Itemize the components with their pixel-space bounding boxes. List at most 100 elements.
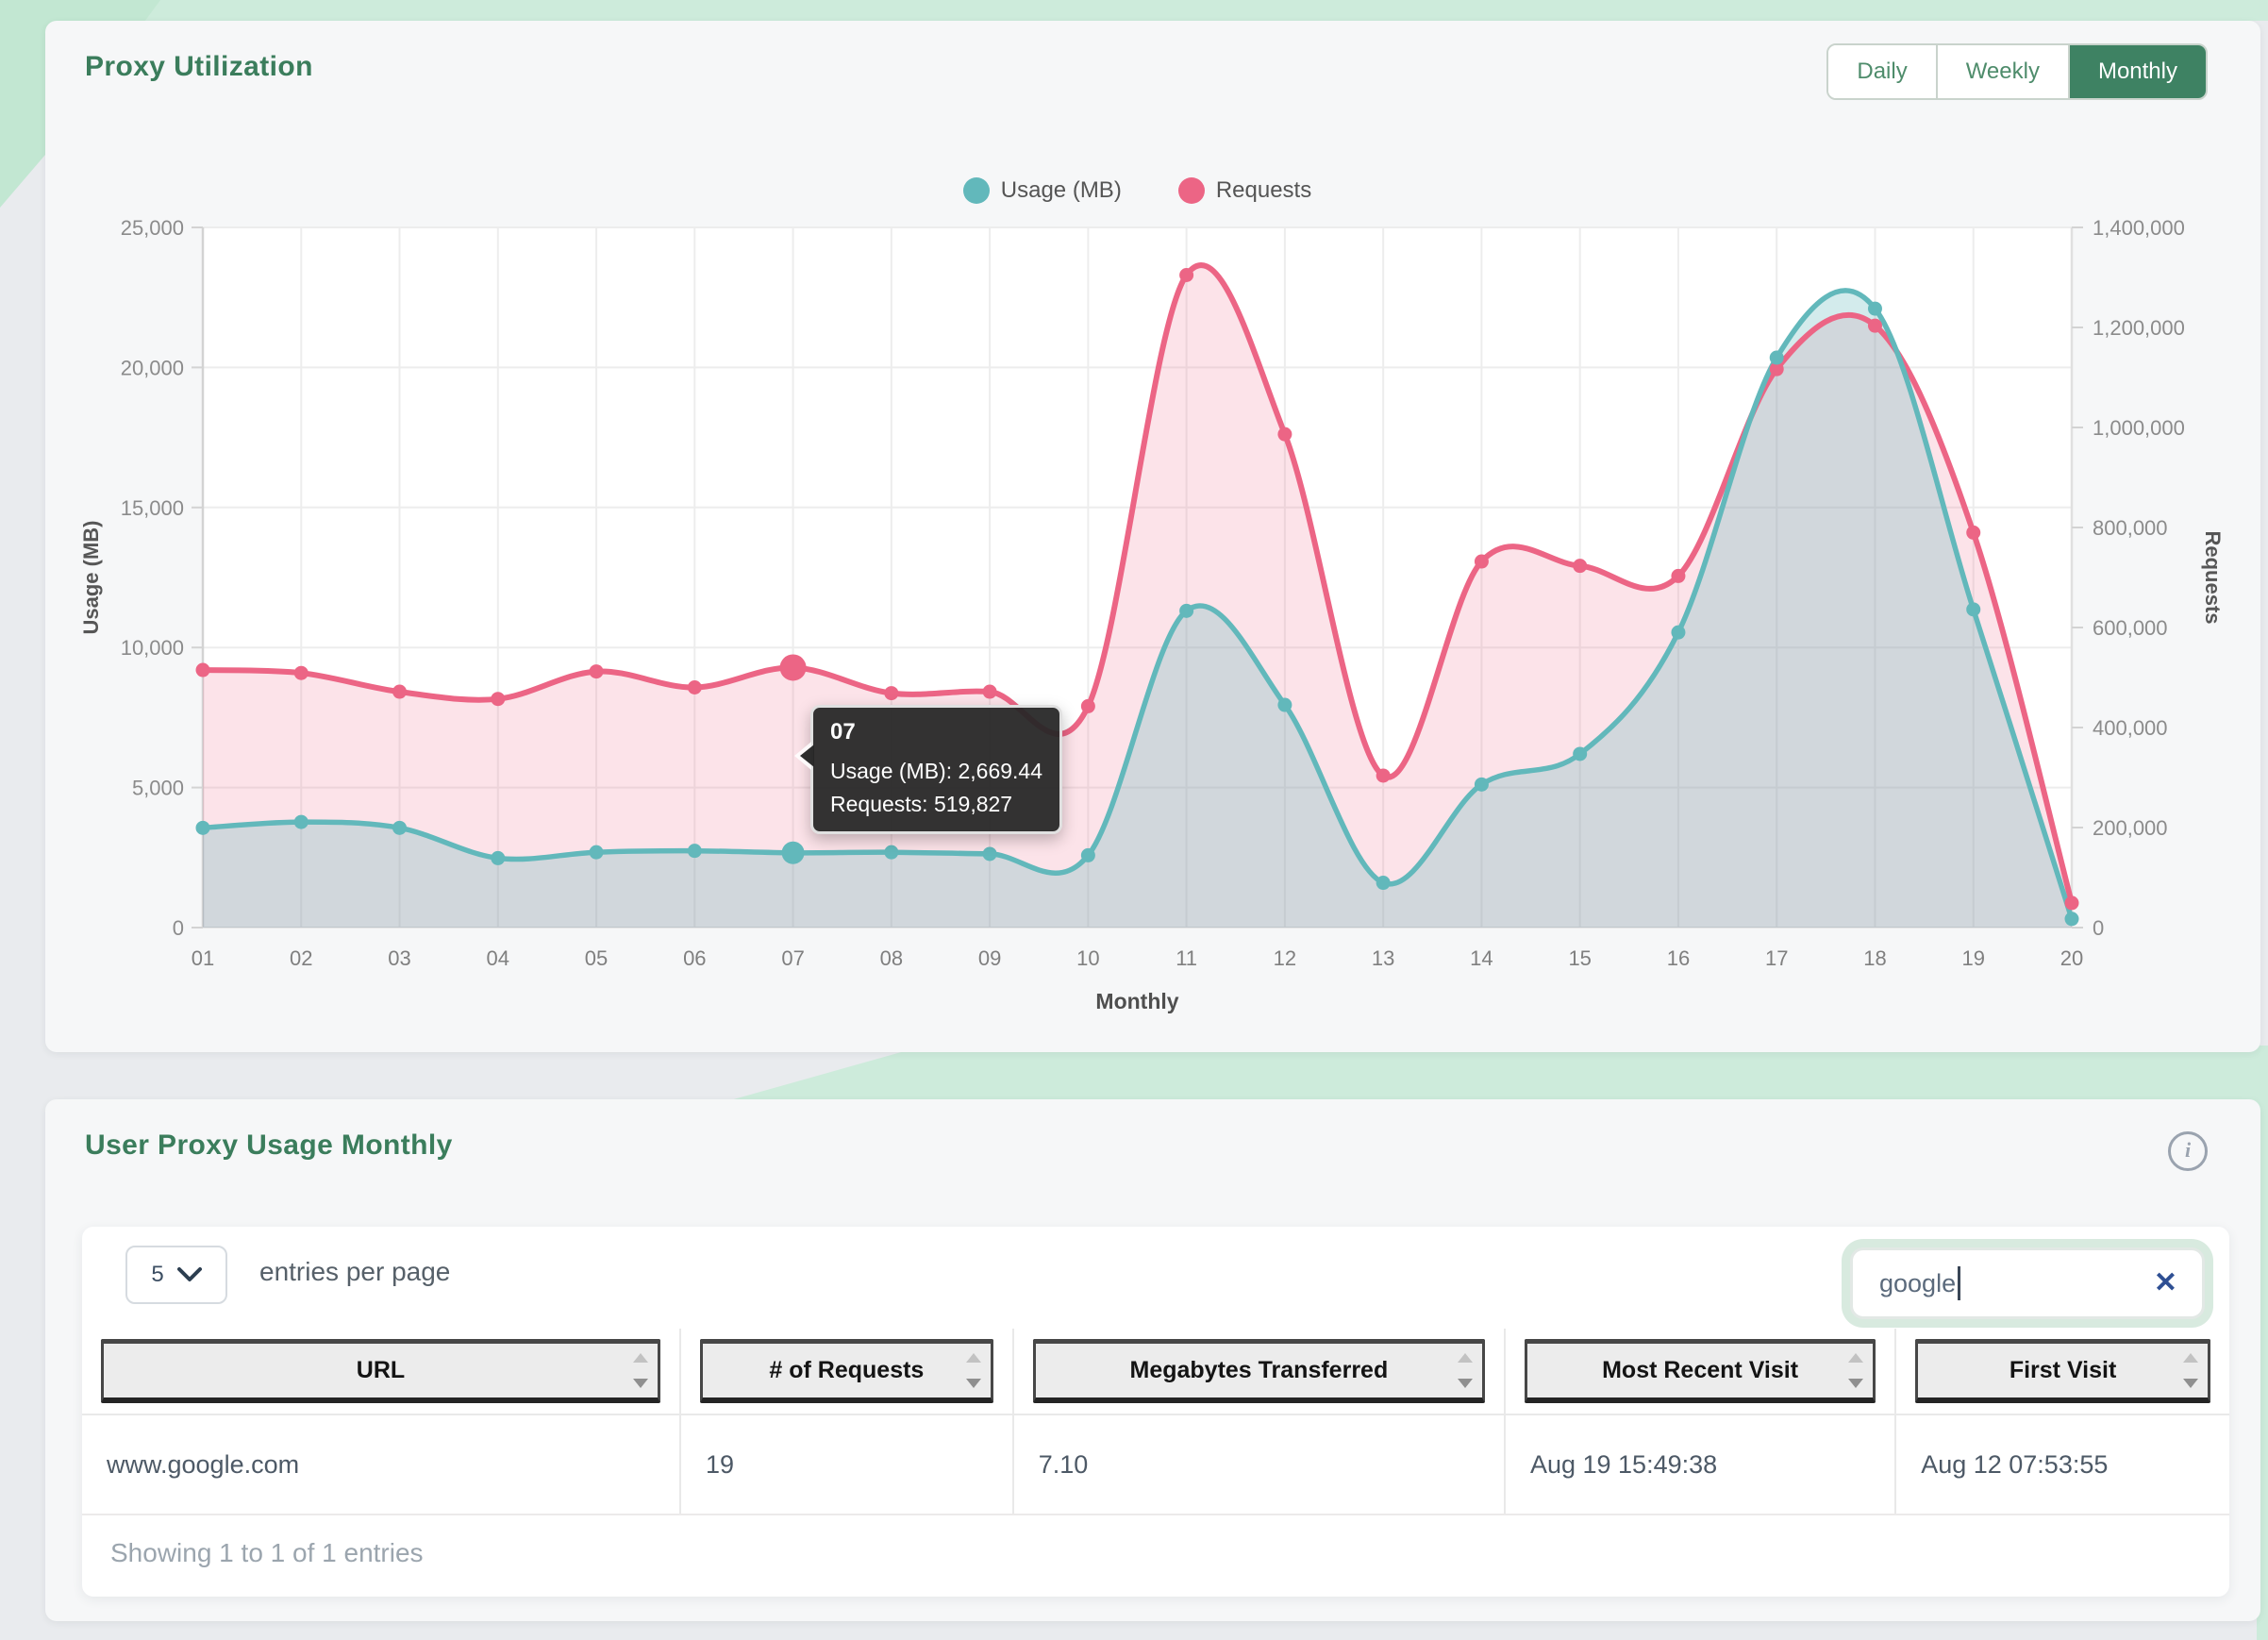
left-axis-tick-label: 5,000 <box>132 777 184 800</box>
usage-data-point[interactable] <box>1277 698 1292 712</box>
usage-data-point[interactable] <box>1966 602 1980 616</box>
usage-data-point[interactable] <box>590 845 604 860</box>
right-axis-tick-label: 0 <box>2093 916 2104 940</box>
usage-data-point[interactable] <box>1770 351 1784 365</box>
usage-data-point[interactable] <box>1376 876 1391 890</box>
usage-data-point[interactable] <box>1081 848 1095 862</box>
usage-data-point[interactable] <box>1573 746 1587 761</box>
requests-data-point[interactable] <box>2065 895 2079 910</box>
right-axis-tick-label: 400,000 <box>2093 716 2168 740</box>
right-axis-tick-label: 200,000 <box>2093 816 2168 840</box>
user-proxy-usage-card: User Proxy Usage Monthly i 5 entries per… <box>45 1099 2260 1621</box>
sort-descending-icon <box>1458 1379 1473 1388</box>
legend-item-usage[interactable]: Usage (MB) <box>963 177 1122 204</box>
requests-data-point[interactable] <box>1277 427 1292 442</box>
requests-data-point[interactable] <box>1966 526 1980 540</box>
usage-card-title: User Proxy Usage Monthly <box>85 1130 453 1162</box>
x-axis-tick-label: 17 <box>1765 946 1788 970</box>
left-axis-tick-label: 25,000 <box>121 216 184 240</box>
x-axis-title: Monthly <box>1095 989 1178 1013</box>
sort-descending-icon <box>2183 1379 2198 1388</box>
proxy-utilization-chart[interactable]: 25,000 20,000 15,000 10,000 5,000 0 1,400,000 1… <box>45 21 2260 1052</box>
requests-data-point[interactable] <box>1081 699 1095 713</box>
left-axis-tick-label: 10,000 <box>121 636 184 660</box>
x-axis-tick-label: 07 <box>781 946 804 970</box>
entries-select-value: 5 <box>151 1262 163 1288</box>
x-axis-tick-label: 20 <box>2060 946 2083 970</box>
usage-data-point[interactable] <box>782 842 805 864</box>
requests-data-point[interactable] <box>1475 555 1489 569</box>
usage-data-point[interactable] <box>1179 604 1193 618</box>
table-panel: 5 entries per page google ✕ URL # of Requ… <box>82 1227 2229 1597</box>
requests-data-point[interactable] <box>884 686 898 700</box>
x-axis-tick-label: 15 <box>1568 946 1591 970</box>
right-axis-tick-label: 1,200,000 <box>2093 316 2185 340</box>
requests-data-point[interactable] <box>392 685 407 699</box>
sort-button-first-visit[interactable]: First Visit <box>1915 1339 2210 1403</box>
usage-data-point[interactable] <box>1671 626 1685 640</box>
sort-ascending-icon <box>1848 1353 1863 1363</box>
usage-data-point[interactable] <box>392 821 407 835</box>
table-header-cell: Megabytes Transferred <box>1014 1329 1506 1414</box>
usage-data-point[interactable] <box>1475 778 1489 792</box>
requests-data-point[interactable] <box>590 664 604 678</box>
table-row: www.google.com197.10Aug 19 15:49:38Aug 1… <box>82 1415 2229 1515</box>
usage-data-point[interactable] <box>196 821 210 835</box>
requests-data-point[interactable] <box>1671 569 1685 583</box>
x-axis-tick-label: 06 <box>683 946 706 970</box>
entries-per-page-label: entries per page <box>259 1257 450 1287</box>
table-header-cell: # of Requests <box>681 1329 1014 1414</box>
page-root: Proxy Utilization DailyWeeklyMonthly 25,… <box>0 0 2268 1640</box>
sort-button-most-recent-visit[interactable]: Most Recent Visit <box>1525 1339 1876 1403</box>
search-input-value: google <box>1879 1269 1956 1298</box>
right-axis-tick-label: 600,000 <box>2093 616 2168 640</box>
info-icon[interactable]: i <box>2168 1131 2208 1171</box>
usage-data-point[interactable] <box>294 815 309 829</box>
usage-data-point[interactable] <box>2065 912 2079 926</box>
requests-data-point[interactable] <box>491 692 505 706</box>
requests-data-point[interactable] <box>1376 768 1391 782</box>
requests-data-point[interactable] <box>196 663 210 678</box>
usage-data-point[interactable] <box>688 844 702 858</box>
sort-ascending-icon <box>1458 1353 1473 1363</box>
sort-button--of-requests[interactable]: # of Requests <box>700 1339 993 1403</box>
requests-data-point[interactable] <box>983 685 997 699</box>
table-cell: 19 <box>681 1415 1014 1514</box>
table-cell: Aug 12 07:53:55 <box>1896 1415 2229 1514</box>
left-axis-tick-label: 0 <box>173 916 184 940</box>
legend-item-requests[interactable]: Requests <box>1178 177 1311 204</box>
clear-search-icon[interactable]: ✕ <box>2154 1266 2177 1299</box>
table-header-cell: First Visit <box>1896 1329 2229 1414</box>
sort-ascending-icon <box>2183 1353 2198 1363</box>
right-axis-title: Requests <box>2201 530 2225 624</box>
tooltip-requests-line: Requests: 519,827 <box>830 788 1042 821</box>
sort-button-megabytes-transferred[interactable]: Megabytes Transferred <box>1033 1339 1485 1403</box>
chevron-down-icon <box>177 1267 202 1282</box>
right-axis-tick-label: 1,400,000 <box>2093 216 2185 240</box>
x-axis-tick-label: 08 <box>880 946 903 970</box>
sort-button-url[interactable]: URL <box>101 1339 660 1403</box>
legend-dot-icon <box>1178 177 1205 204</box>
x-axis-tick-label: 02 <box>290 946 312 970</box>
left-axis-tick-label: 15,000 <box>121 496 184 520</box>
x-axis-tick-label: 09 <box>978 946 1001 970</box>
usage-data-point[interactable] <box>983 846 997 861</box>
usage-data-point[interactable] <box>491 851 505 865</box>
requests-data-point[interactable] <box>688 680 702 694</box>
requests-data-point[interactable] <box>1868 319 1882 333</box>
left-axis-tick-label: 20,000 <box>121 356 184 379</box>
requests-data-point[interactable] <box>1179 268 1193 282</box>
requests-data-point[interactable] <box>294 666 309 680</box>
requests-data-point[interactable] <box>780 654 807 680</box>
x-axis-tick-label: 10 <box>1076 946 1099 970</box>
entries-per-page-select[interactable]: 5 <box>125 1246 227 1304</box>
table-header-cell: Most Recent Visit <box>1506 1329 1896 1414</box>
tooltip-title: 07 <box>830 719 1042 745</box>
chart-tooltip: 07 Usage (MB): 2,669.44 Requests: 519,82… <box>810 705 1062 834</box>
search-input[interactable]: google ✕ <box>1850 1247 2205 1319</box>
usage-data-point[interactable] <box>1868 302 1882 316</box>
requests-data-point[interactable] <box>1573 559 1587 573</box>
sort-descending-icon <box>966 1379 981 1388</box>
usage-data-point[interactable] <box>884 845 898 860</box>
decor-top-band <box>0 0 2268 21</box>
